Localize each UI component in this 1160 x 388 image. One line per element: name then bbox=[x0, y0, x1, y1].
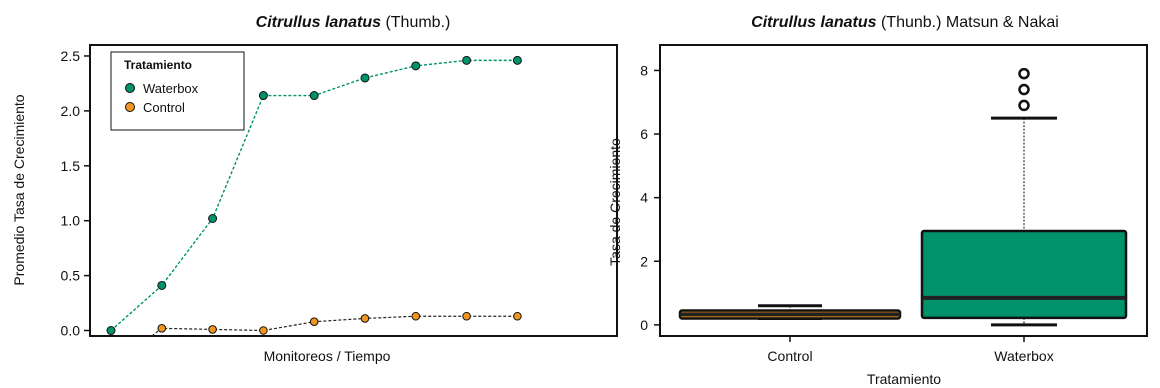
line-chart-plot-border bbox=[89, 44, 618, 337]
box-chart-x-axis: Control Waterbox bbox=[767, 336, 1054, 364]
y-tick-label: 0.5 bbox=[61, 268, 81, 284]
point-control bbox=[259, 326, 268, 335]
box-chart-y-label: Tasa de Crecimiento bbox=[607, 138, 623, 266]
y-tick-label: 4 bbox=[640, 190, 648, 206]
x-tick-label: Control bbox=[767, 348, 812, 364]
line-chart-title-rest: (Thumb.) bbox=[381, 14, 450, 31]
point-waterbox bbox=[462, 55, 472, 65]
outlier-point bbox=[1018, 67, 1030, 80]
y-tick-label: 2.0 bbox=[61, 103, 81, 119]
line-chart-panel: Citrullus lanatus (Thumb.) 0.0 0.5 1.0 1.5 2… bbox=[11, 14, 618, 364]
x-tick-label: Waterbox bbox=[994, 348, 1053, 364]
y-tick-label: 8 bbox=[640, 62, 648, 78]
y-tick-label: 6 bbox=[640, 126, 648, 142]
point-waterbox bbox=[258, 91, 268, 101]
y-tick-label: 2.5 bbox=[61, 48, 81, 64]
outlier-point bbox=[1018, 99, 1030, 112]
point-control bbox=[513, 311, 522, 321]
line-chart-y-label: Promedio Tasa de Crecimiento bbox=[11, 94, 27, 285]
point-waterbox bbox=[106, 326, 116, 336]
box-chart-plot-border bbox=[659, 44, 1148, 337]
box-chart-panel: Citrullus lanatus (Thunb.) Matsun & Naka… bbox=[607, 14, 1148, 387]
line-chart-title: Citrullus lanatus (Thumb.) bbox=[256, 14, 451, 31]
box-chart-title-rest: (Thunb.) Matsun & Nakai bbox=[877, 14, 1059, 31]
outlier-point bbox=[1018, 83, 1030, 96]
point-waterbox bbox=[157, 280, 167, 290]
point-control bbox=[411, 311, 421, 321]
line-chart-series bbox=[106, 55, 522, 337]
point-control bbox=[208, 325, 217, 334]
y-tick-label: 1.0 bbox=[61, 213, 81, 229]
box-chart-y-axis: 0 2 4 6 8 bbox=[640, 62, 660, 333]
line-chart-x-label: Monitoreos / Tiempo bbox=[264, 348, 391, 364]
line-chart-y-axis: 0.0 0.5 1.0 1.5 2.0 2.5 bbox=[61, 48, 90, 339]
legend-marker-waterbox bbox=[125, 83, 135, 93]
box-waterbox bbox=[920, 229, 1128, 320]
point-waterbox bbox=[411, 61, 421, 71]
box-chart-title-italic: Citrullus lanatus bbox=[751, 14, 876, 31]
legend-marker-control bbox=[125, 102, 135, 112]
point-waterbox bbox=[208, 214, 218, 224]
point-control bbox=[360, 314, 370, 323]
legend-title: Tratamiento bbox=[124, 58, 192, 72]
point-waterbox bbox=[512, 55, 522, 65]
series-line-control bbox=[151, 315, 518, 337]
point-control bbox=[157, 324, 167, 333]
y-tick-label: 0.0 bbox=[61, 323, 81, 339]
point-waterbox bbox=[309, 91, 319, 101]
y-tick-label: 1.5 bbox=[61, 158, 81, 174]
box-chart-boxes bbox=[678, 67, 1128, 327]
point-control bbox=[309, 317, 319, 327]
line-chart-title-italic: Citrullus lanatus bbox=[256, 14, 381, 31]
legend-label-control: Control bbox=[143, 100, 185, 115]
box-chart-title: Citrullus lanatus (Thunb.) Matsun & Naka… bbox=[751, 14, 1059, 31]
box-chart-x-label: Tratamiento bbox=[867, 371, 941, 387]
y-tick-label: 0 bbox=[640, 317, 648, 333]
line-chart-legend: Tratamiento Waterbox Control bbox=[110, 51, 245, 131]
point-waterbox bbox=[360, 73, 370, 83]
point-control bbox=[462, 311, 471, 321]
y-tick-label: 2 bbox=[640, 253, 648, 269]
legend-label-waterbox: Waterbox bbox=[143, 81, 199, 96]
